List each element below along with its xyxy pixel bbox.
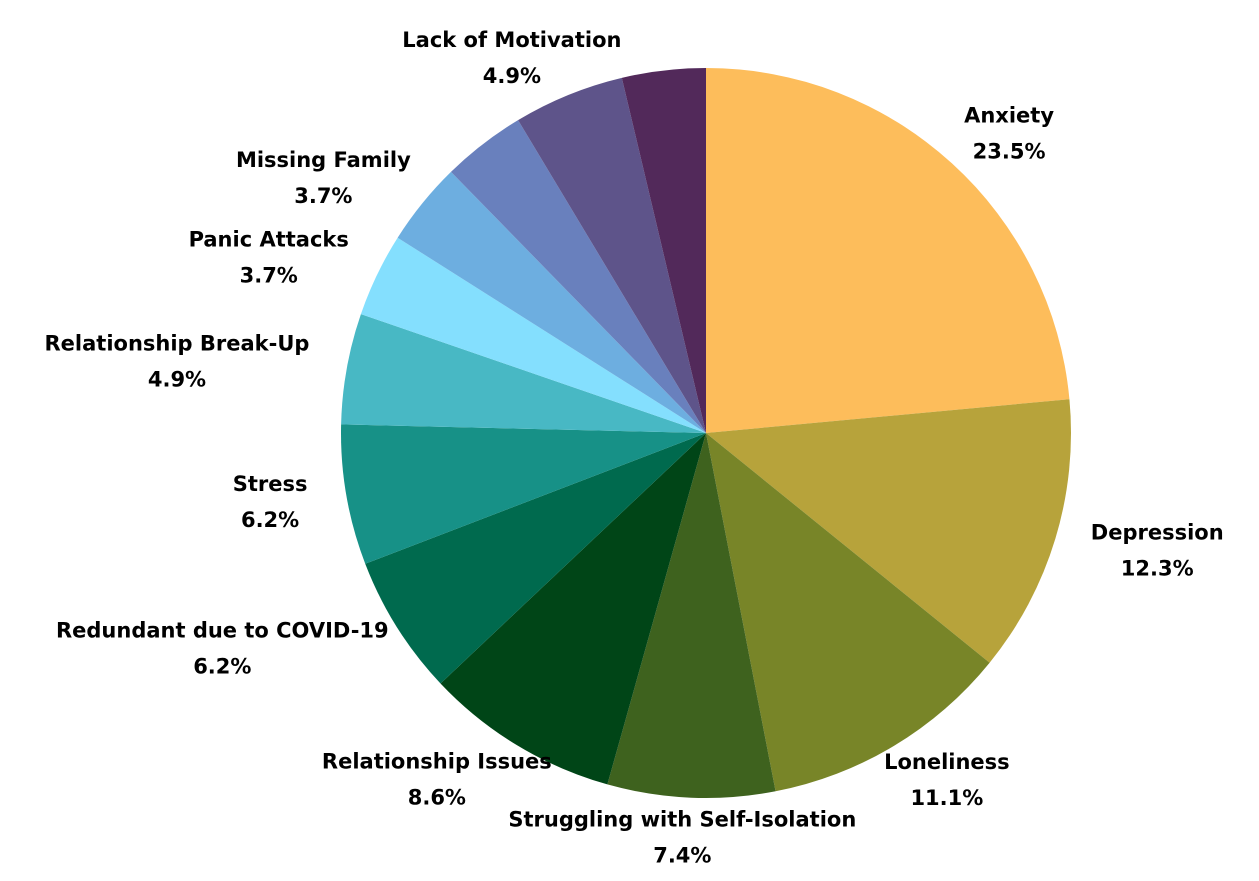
slice-label: Depression bbox=[1091, 520, 1224, 544]
slice-value-label: 6.2% bbox=[241, 508, 299, 532]
pie-slice bbox=[706, 433, 990, 792]
pie-slice bbox=[450, 120, 706, 434]
slice-label: Stress bbox=[233, 472, 308, 496]
slice-label: Missing Family bbox=[236, 148, 411, 172]
slice-label: Panic Attacks bbox=[189, 228, 349, 252]
slice-value-label: 11.1% bbox=[910, 786, 983, 810]
pie-slice bbox=[706, 399, 1071, 663]
pie-slice bbox=[365, 433, 706, 684]
slice-value-label: 3.7% bbox=[294, 184, 352, 208]
slice-label: Lack of Motivation bbox=[402, 28, 621, 52]
slice-label: Redundant due to COVID-19 bbox=[56, 619, 389, 643]
pie-slice bbox=[440, 433, 706, 785]
slice-label: Struggling with Self-Isolation bbox=[508, 808, 856, 832]
slice-label: Anxiety bbox=[964, 104, 1054, 128]
slice-value-label: 6.2% bbox=[193, 655, 251, 679]
pie-slice bbox=[518, 77, 706, 433]
slice-value-label: 3.7% bbox=[240, 264, 298, 288]
slice-value-label: 4.9% bbox=[148, 367, 206, 391]
slice-value-label: 7.4% bbox=[653, 844, 711, 868]
pie-slice bbox=[360, 237, 706, 433]
pie-slice bbox=[607, 433, 776, 798]
slice-value-label: 12.3% bbox=[1121, 556, 1194, 580]
pie-slice bbox=[397, 171, 706, 433]
slice-value-label: 23.5% bbox=[973, 140, 1046, 164]
pie-slice bbox=[621, 68, 706, 433]
slice-label: Loneliness bbox=[884, 750, 1010, 774]
pie-slice bbox=[706, 68, 1070, 433]
slice-label: Relationship Issues bbox=[322, 750, 552, 774]
slice-label: Relationship Break-Up bbox=[45, 331, 310, 355]
pie-slice bbox=[341, 424, 706, 564]
pie-slice bbox=[341, 314, 706, 433]
slice-value-label: 4.9% bbox=[483, 64, 541, 88]
slice-value-label: 8.6% bbox=[408, 786, 466, 810]
